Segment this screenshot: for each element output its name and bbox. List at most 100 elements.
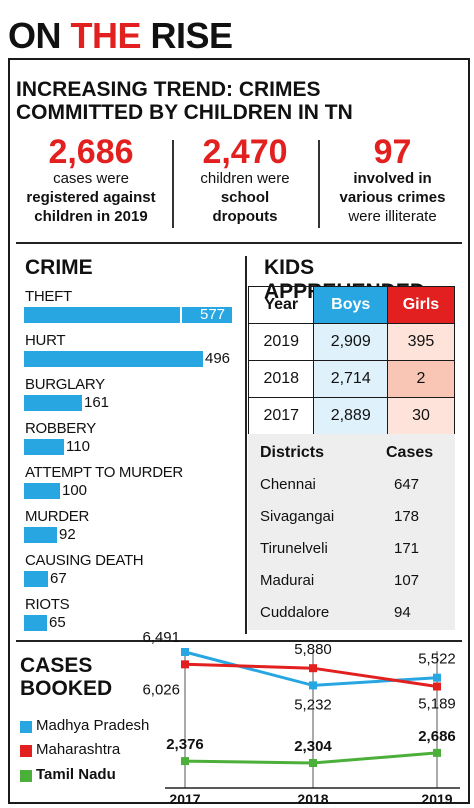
cell-year: 2018: [247, 360, 315, 398]
x-tick-label-2019: 2019: [421, 791, 452, 807]
cell-boys: 2,909: [313, 323, 388, 361]
stat-illiterate-value: 97: [373, 133, 412, 171]
table-row: 2017 2,889 30: [247, 397, 456, 435]
series-point-tamil-nadu: [433, 748, 441, 757]
data-label-madhya-pradesh: 6,491: [142, 629, 180, 646]
legend-label-tamil-nadu: Tamil Nadu: [36, 766, 116, 783]
bar-value-hurt: 496: [205, 350, 231, 367]
col-header-year: Year: [247, 286, 315, 324]
district-cases: 647: [394, 476, 420, 493]
cell-girls: 395: [386, 323, 456, 361]
stat-dropouts-line3: dropouts: [212, 208, 278, 225]
series-point-tamil-nadu: [309, 759, 317, 767]
crime-chart-title: CRIME: [25, 256, 93, 279]
headline-word-on: ON: [8, 15, 62, 56]
district-name: Sivagangai: [260, 508, 335, 525]
x-tick-label-2017: 2017: [169, 791, 200, 807]
trend-title-line1: INCREASING TREND: CRIMES: [16, 78, 321, 101]
district-cases: 94: [394, 604, 411, 621]
stat-illiterate-line1: involved in: [353, 170, 432, 187]
district-cases: 171: [394, 540, 420, 557]
bar-value-causing-death: 67: [50, 570, 67, 587]
district-name: Cuddalore: [260, 604, 330, 621]
col-header-districts: Districts: [260, 444, 325, 461]
stat-illiterate: 97 involved in various crimes were illit…: [320, 135, 465, 226]
stat-cases-line2: registered against: [26, 189, 156, 206]
districts-table: Districts Cases Chennai 647 Sivagangai 178 T…: [248, 434, 455, 630]
trend-title-line2: COMMITTED BY CHILDREN IN TN: [16, 101, 353, 124]
bar-value-murder: 92: [59, 526, 76, 543]
cases-booked-title: CASES BOOKED: [20, 654, 112, 700]
data-label-tamil-nadu: 2,376: [166, 736, 204, 753]
legend-label-maharashtra: Maharashtra: [36, 741, 121, 758]
data-label-madhya-pradesh: 5,232: [294, 696, 332, 713]
data-label-madhya-pradesh: 5,522: [418, 651, 456, 668]
stat-cases-value: 2,686: [48, 133, 134, 171]
data-label-maharashtra: 5,880: [294, 641, 332, 658]
bar-value-theft: 577: [200, 306, 226, 323]
bar-value-burglary: 161: [84, 394, 110, 411]
stat-cases-line3: children in 2019: [34, 208, 148, 225]
col-header-boys: Boys: [313, 286, 388, 324]
bar-attempt-to-murder: [24, 483, 60, 499]
cell-boys: 2,889: [313, 397, 388, 435]
bar-label-theft: THEFT: [25, 288, 72, 305]
district-cases: 178: [394, 508, 420, 525]
stat-dropouts-value: 2,470: [202, 133, 288, 171]
stat-cases: 2,686 cases were registered against chil…: [16, 135, 166, 226]
bar-murder: [24, 527, 57, 543]
bar-robbery: [24, 439, 64, 455]
kids-apprehended-table: Year Boys Girls 2019 2,909 395 2018 2,71…: [247, 286, 456, 435]
legend-swatch-madhya-pradesh: [20, 721, 32, 733]
legend-label-madhya-pradesh: Madhya Pradesh: [36, 717, 150, 734]
bar-value-robbery: 110: [66, 438, 90, 455]
bar-label-hurt: HURT: [25, 332, 66, 349]
series-point-madhya-pradesh: [181, 648, 189, 656]
bar-label-burglary: BURGLARY: [25, 376, 105, 393]
cell-girls: 30: [386, 397, 456, 435]
district-name: Tirunelveli: [260, 540, 328, 557]
cell-girls: 2: [386, 360, 456, 398]
district-name: Chennai: [260, 476, 316, 493]
section-divider-bottom: [16, 640, 462, 642]
headline-word-rise: RISE: [150, 15, 234, 56]
legend-swatch-tamil-nadu: [20, 770, 32, 782]
data-label-tamil-nadu: 2,686: [418, 728, 456, 745]
series-point-maharashtra: [181, 660, 189, 669]
section-divider-top: [16, 242, 462, 244]
cell-year: 2017: [247, 397, 315, 435]
x-tick-label-2018: 2018: [297, 791, 328, 807]
bar-riots: [24, 615, 47, 631]
series-point-maharashtra: [433, 682, 441, 691]
bar-label-riots: RIOTS: [25, 596, 70, 613]
legend-swatch-maharashtra: [20, 745, 32, 757]
stat-dropouts-line1: children were: [200, 170, 290, 187]
headline: ON THE RISE: [8, 16, 233, 56]
bar-label-murder: MURDER: [25, 508, 90, 525]
section-divider-vertical: [245, 256, 247, 634]
stat-divider-2: [318, 140, 320, 228]
bar-label-robbery: ROBBERY: [25, 420, 96, 437]
bar-value-separator: [180, 307, 182, 323]
stat-illiterate-line3: were illiterate: [348, 208, 437, 225]
data-label-maharashtra: 5,189: [418, 696, 456, 713]
stat-dropouts: 2,470 children were school dropouts: [174, 135, 316, 226]
bar-value-attempt-to-murder: 100: [62, 482, 88, 499]
series-point-tamil-nadu: [181, 757, 189, 766]
series-point-madhya-pradesh: [433, 673, 441, 682]
data-label-tamil-nadu: 2,304: [294, 738, 332, 755]
series-point-madhya-pradesh: [309, 681, 317, 690]
district-cases: 107: [394, 572, 420, 589]
col-header-cases: Cases: [386, 444, 434, 461]
stat-dropouts-line2: school: [220, 189, 270, 206]
data-label-maharashtra: 6,026: [142, 681, 180, 698]
district-name: Madurai: [260, 572, 315, 589]
bar-label-causing-death: CAUSING DEATH: [25, 552, 144, 569]
cases-booked-title-line2: BOOKED: [20, 677, 113, 700]
bar-value-riots: 65: [49, 614, 66, 631]
stat-illiterate-line2: various crimes: [339, 189, 446, 206]
stat-cases-line1: cases were: [53, 170, 129, 187]
cell-year: 2019: [247, 323, 315, 361]
trend-title: INCREASING TREND: CRIMES COMMITTED BY CH…: [16, 78, 456, 124]
